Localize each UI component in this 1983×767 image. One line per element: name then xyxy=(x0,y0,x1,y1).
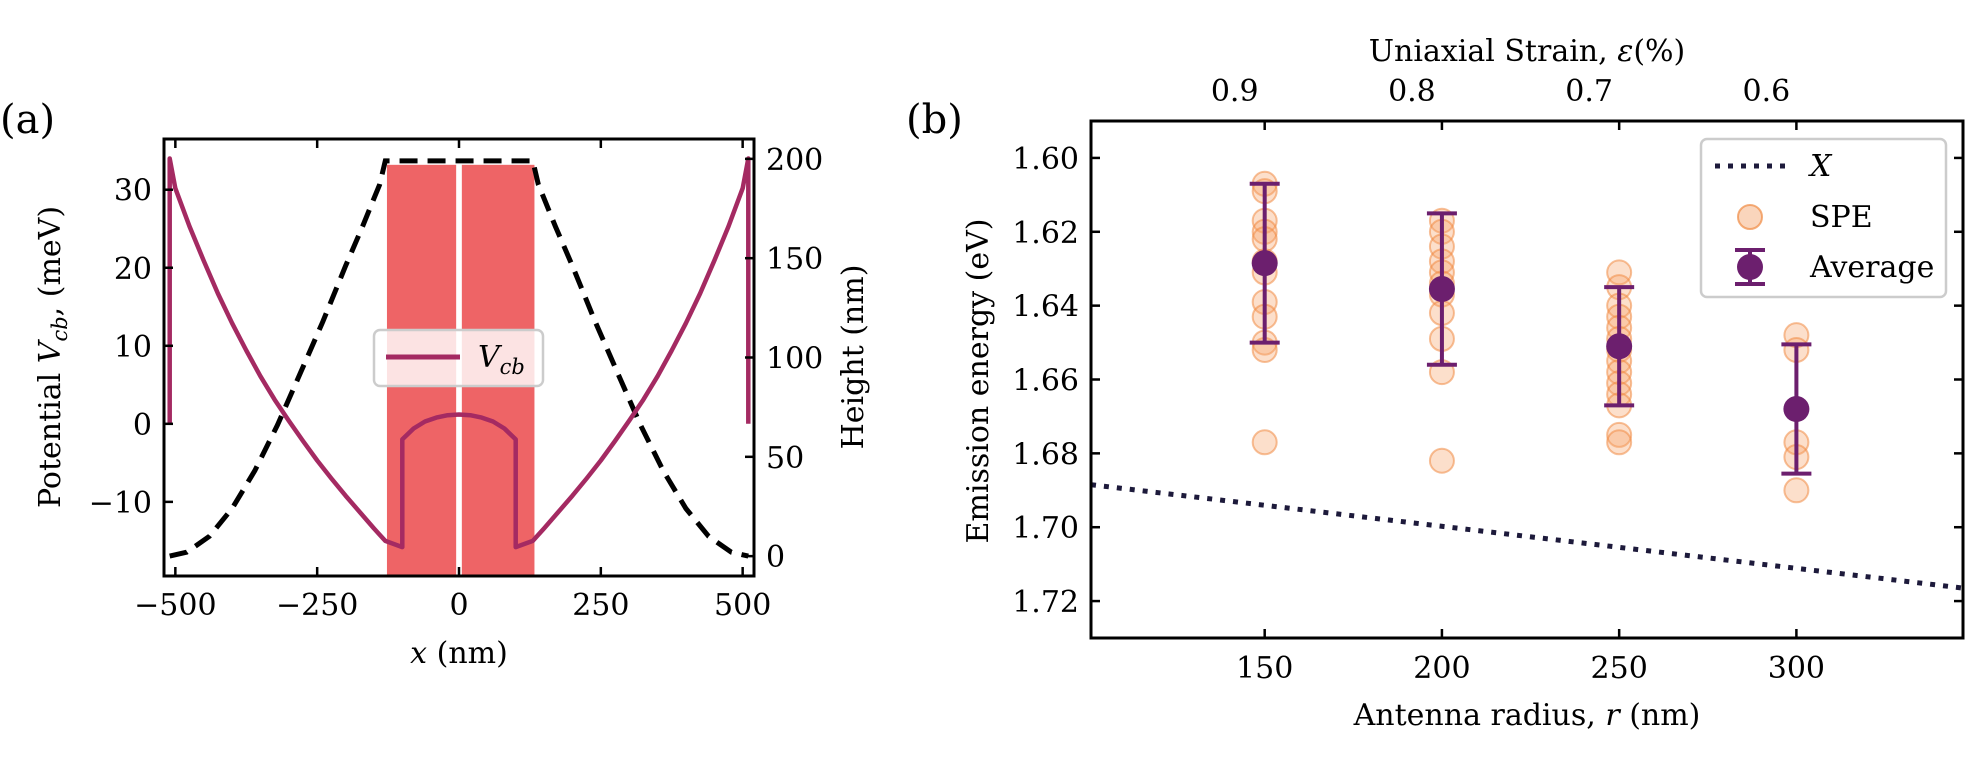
b-xtick-label-1: 200 xyxy=(1413,651,1470,686)
spe-point-3-4 xyxy=(1783,477,1810,504)
b-ytick-label-5: 1.70 xyxy=(1012,511,1079,546)
a-xtick-label-0: −500 xyxy=(134,588,216,623)
panel-a-y-axis-label: Potential Vcb, (meV) xyxy=(33,206,72,508)
panel-b-legend-box xyxy=(1699,137,1948,299)
panel-b-label: (b) xyxy=(906,97,963,143)
panel-a-label: (a) xyxy=(0,97,55,143)
legend-average-swatch-dot xyxy=(1737,254,1763,280)
average-point-0 xyxy=(1251,250,1278,277)
a-y2tick-label-1: 50 xyxy=(766,441,804,476)
a-xtick-label-2: 0 xyxy=(449,588,468,623)
average-point-3 xyxy=(1783,396,1810,423)
panel-b-top-axis-label: Uniaxial Strain, ε(%) xyxy=(1369,34,1685,69)
panel-a-legend: Vcb xyxy=(372,328,545,388)
legend-average-label: Average xyxy=(1809,250,1934,285)
panel-b-plot xyxy=(1091,170,1963,591)
panel-b-y-ticks: 1.60 1.62 1.64 1.66 1.68 1.70 1.72 xyxy=(1012,142,1963,620)
average-points xyxy=(1249,181,1812,476)
b-ytick-label-6: 1.72 xyxy=(1012,585,1079,620)
panel-a-x-axis-label: x (nm) xyxy=(410,636,508,671)
b-xtick-label-2: 250 xyxy=(1591,651,1648,686)
spe-point-2-0 xyxy=(1606,259,1633,286)
panel-a-y2-ticks: 0 50 100 150 200 xyxy=(745,143,823,575)
b-toptick-label-3: 0.6 xyxy=(1743,74,1791,109)
legend-x-label: X xyxy=(1808,149,1833,184)
a-xtick-label-4: 500 xyxy=(714,588,771,623)
a-xtick-label-3: 250 xyxy=(572,588,629,623)
panel-b-x-ticks: 150 200 250 300 xyxy=(1236,629,1825,686)
spe-point-0-11 xyxy=(1251,429,1278,456)
b-toptick-label-0: 0.9 xyxy=(1211,74,1259,109)
panel-a-y2-axis-label: Height (nm) xyxy=(836,265,871,450)
a-y2tick-label-0: 0 xyxy=(766,540,785,575)
b-toptick-label-2: 0.7 xyxy=(1565,74,1613,109)
a-ytick-label-3: 20 xyxy=(114,252,152,287)
b-ytick-label-3: 1.66 xyxy=(1012,364,1079,399)
panel-b-y-axis-label: Emission energy (eV) xyxy=(961,219,996,544)
legend-spe-label: SPE xyxy=(1810,200,1873,235)
panel-b-top-ticks: 0.9 0.8 0.7 0.6 xyxy=(1211,74,1798,130)
spe-point-2-13 xyxy=(1606,429,1633,456)
spe-point-1-10 xyxy=(1428,447,1455,474)
potential-vcb-line xyxy=(167,156,751,550)
a-y2tick-label-2: 100 xyxy=(766,342,823,377)
height-profile-line xyxy=(169,158,749,559)
b-toptick-label-1: 0.8 xyxy=(1388,74,1436,109)
legend-spe-swatch xyxy=(1737,204,1763,230)
b-ytick-label-0: 1.60 xyxy=(1012,142,1079,177)
b-ytick-label-2: 1.64 xyxy=(1012,290,1079,325)
average-point-2 xyxy=(1606,333,1633,360)
legend-vcb-label: Vcb xyxy=(478,340,525,379)
a-y2tick-label-4: 200 xyxy=(766,143,823,178)
panel-b-legend: X SPE Average xyxy=(1699,137,1948,299)
panel-a-x-ticks: −500 −250 0 250 500 xyxy=(134,139,771,623)
average-point-1 xyxy=(1428,276,1455,303)
a-ytick-label-0: −10 xyxy=(89,486,152,521)
panel-a-y-ticks: −10 0 10 20 30 xyxy=(89,174,173,521)
a-ytick-label-2: 10 xyxy=(114,330,152,365)
exciton-x-line xyxy=(1091,482,1963,591)
b-xtick-label-0: 150 xyxy=(1236,651,1293,686)
a-ytick-label-1: 0 xyxy=(133,408,152,443)
b-xtick-label-3: 300 xyxy=(1768,651,1825,686)
b-ytick-label-1: 1.62 xyxy=(1012,216,1079,251)
a-y2tick-label-3: 150 xyxy=(766,242,823,277)
spe-point-2-12 xyxy=(1606,421,1633,448)
a-xtick-label-1: −250 xyxy=(276,588,358,623)
a-ytick-label-4: 30 xyxy=(114,174,152,209)
panel-b-x-axis-label: Antenna radius, r (nm) xyxy=(1353,698,1701,733)
b-ytick-label-4: 1.68 xyxy=(1012,437,1079,472)
